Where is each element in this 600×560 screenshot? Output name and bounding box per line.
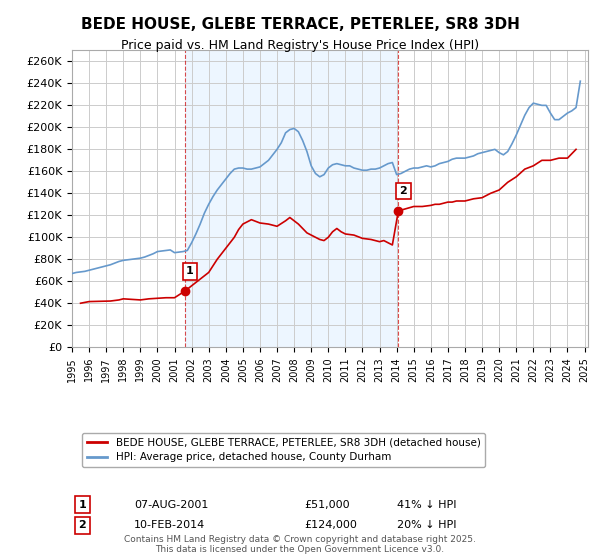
Text: Price paid vs. HM Land Registry's House Price Index (HPI): Price paid vs. HM Land Registry's House … <box>121 39 479 52</box>
Text: 10-FEB-2014: 10-FEB-2014 <box>134 520 205 530</box>
Legend: BEDE HOUSE, GLEBE TERRACE, PETERLEE, SR8 3DH (detached house), HPI: Average pric: BEDE HOUSE, GLEBE TERRACE, PETERLEE, SR8… <box>82 433 485 466</box>
Text: 41% ↓ HPI: 41% ↓ HPI <box>397 500 457 510</box>
Text: 1: 1 <box>186 267 194 276</box>
Text: BEDE HOUSE, GLEBE TERRACE, PETERLEE, SR8 3DH: BEDE HOUSE, GLEBE TERRACE, PETERLEE, SR8… <box>80 17 520 32</box>
Bar <box>185 50 398 347</box>
Text: 07-AUG-2001: 07-AUG-2001 <box>134 500 208 510</box>
Text: 20% ↓ HPI: 20% ↓ HPI <box>397 520 457 530</box>
Text: 1: 1 <box>79 500 86 510</box>
Text: 2: 2 <box>79 520 86 530</box>
Text: 2: 2 <box>400 186 407 196</box>
Text: £51,000: £51,000 <box>304 500 350 510</box>
Text: £124,000: £124,000 <box>304 520 357 530</box>
Text: Contains HM Land Registry data © Crown copyright and database right 2025.
This d: Contains HM Land Registry data © Crown c… <box>124 535 476 554</box>
